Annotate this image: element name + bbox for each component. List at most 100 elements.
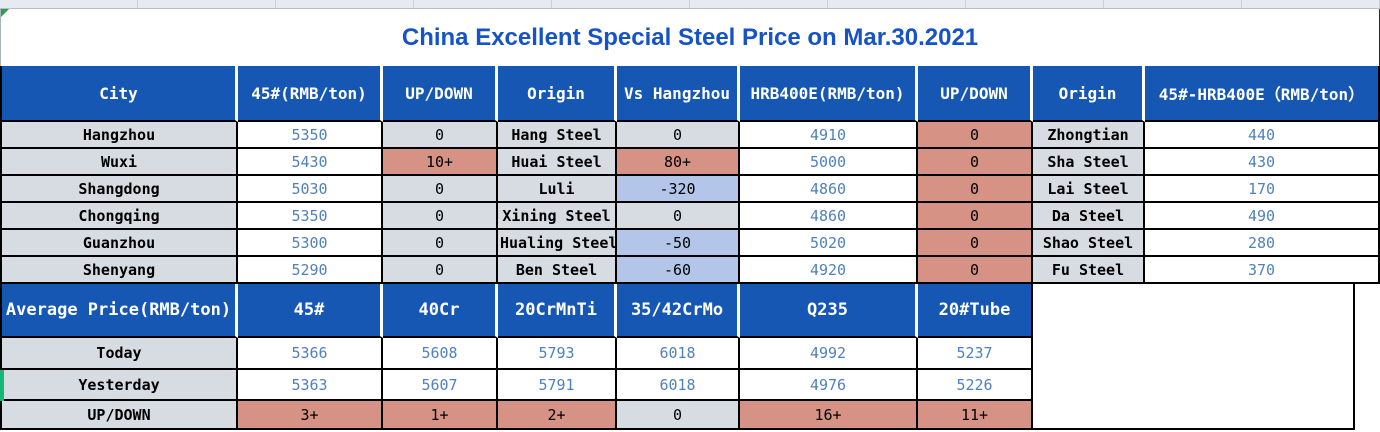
- cell-45-origin[interactable]: Hang Steel: [498, 122, 617, 149]
- cell-hrb400e-price[interactable]: 5020: [740, 230, 918, 257]
- cell-45-updown[interactable]: 10+: [383, 149, 498, 176]
- cell-hrb400e-updown[interactable]: 0: [918, 230, 1033, 257]
- cell-45-origin[interactable]: Huai Steel: [498, 149, 617, 176]
- cell-45-updown[interactable]: 0: [383, 230, 498, 257]
- cell-today-label[interactable]: Today: [0, 338, 238, 370]
- average-price-label[interactable]: Average Price(RMB/ton): [0, 284, 238, 338]
- grade-header-q235[interactable]: Q235: [740, 284, 918, 338]
- cell-yesterday-value-2[interactable]: 5791: [498, 370, 617, 401]
- cell-price-diff[interactable]: 490: [1145, 203, 1380, 230]
- cell-hrb400e-origin[interactable]: Sha Steel: [1033, 149, 1145, 176]
- gridline-strip: [0, 0, 1380, 9]
- cell-hrb400e-price[interactable]: 4860: [740, 176, 918, 203]
- cell-updown-value-2[interactable]: 2+: [498, 401, 617, 430]
- cell-45-origin[interactable]: Luli: [498, 176, 617, 203]
- cell-city[interactable]: Chongqing: [0, 203, 238, 230]
- cell-price-diff[interactable]: 440: [1145, 122, 1380, 149]
- cell-updown-value-0[interactable]: 3+: [238, 401, 383, 430]
- page-title: China Excellent Special Steel Price on M…: [401, 23, 979, 51]
- cell-today-value-0[interactable]: 5366: [238, 338, 383, 370]
- cell-45-price[interactable]: 5350: [238, 122, 383, 149]
- cell-hrb400e-price[interactable]: 4860: [740, 203, 918, 230]
- cell-45-origin[interactable]: Ben Steel: [498, 257, 617, 284]
- cell-hrb400e-updown[interactable]: 0: [918, 257, 1033, 284]
- cell-city[interactable]: Guanzhou: [0, 230, 238, 257]
- column-header-hrb400e-price[interactable]: HRB400E(RMB/ton): [740, 66, 918, 122]
- grade-header-3542crmo[interactable]: 35/42CrMo: [617, 284, 740, 338]
- cell-yesterday-label[interactable]: Yesterday: [0, 370, 238, 401]
- cell-yesterday-value-4[interactable]: 4976: [740, 370, 918, 401]
- cell-45-updown[interactable]: 0: [383, 203, 498, 230]
- cell-city[interactable]: Hangzhou: [0, 122, 238, 149]
- cell-hrb400e-updown[interactable]: 0: [918, 176, 1033, 203]
- cell-hrb400e-price[interactable]: 5000: [740, 149, 918, 176]
- cell-vs-hangzhou[interactable]: -50: [617, 230, 740, 257]
- cell-hrb400e-origin[interactable]: Lai Steel: [1033, 176, 1145, 203]
- grade-header-40cr[interactable]: 40Cr: [383, 284, 498, 338]
- cell-updown-label[interactable]: UP/DOWN: [0, 401, 238, 430]
- cell-yesterday-value-5[interactable]: 5226: [918, 370, 1033, 401]
- cell-today-value-5[interactable]: 5237: [918, 338, 1033, 370]
- cell-45-updown[interactable]: 0: [383, 257, 498, 284]
- cell-45-origin[interactable]: Hualing Steel: [498, 230, 617, 257]
- header-row: City 45#(RMB/ton) UP/DOWN Origin Vs Hang…: [0, 66, 1380, 122]
- updown-row: UP/DOWN 3+ 1+ 2+ 0 16+ 11+: [0, 401, 1380, 430]
- cell-city[interactable]: Shangdong: [0, 176, 238, 203]
- cell-vs-hangzhou[interactable]: -320: [617, 176, 740, 203]
- title-cell[interactable]: China Excellent Special Steel Price on M…: [0, 9, 1380, 66]
- price-row: Guanzhou 5300 0 Hualing Steel -50 5020 0 Shao S…: [0, 230, 1380, 257]
- cell-price-diff[interactable]: 280: [1145, 230, 1380, 257]
- cell-hrb400e-origin[interactable]: Zhongtian: [1033, 122, 1145, 149]
- cell-updown-value-4[interactable]: 16+: [740, 401, 918, 430]
- cell-today-value-1[interactable]: 5608: [383, 338, 498, 370]
- cell-price-diff[interactable]: 170: [1145, 176, 1380, 203]
- cell-today-value-3[interactable]: 6018: [617, 338, 740, 370]
- cell-45-origin[interactable]: Xining Steel: [498, 203, 617, 230]
- grade-header-45[interactable]: 45#: [238, 284, 383, 338]
- cell-price-diff[interactable]: 370: [1145, 257, 1380, 284]
- cell-yesterday-value-0[interactable]: 5363: [238, 370, 383, 401]
- cell-45-updown[interactable]: 0: [383, 176, 498, 203]
- cell-45-price[interactable]: 5030: [238, 176, 383, 203]
- cell-hrb400e-updown[interactable]: 0: [918, 122, 1033, 149]
- cell-hrb400e-updown[interactable]: 0: [918, 203, 1033, 230]
- cell-45-price[interactable]: 5430: [238, 149, 383, 176]
- cell-updown-value-5[interactable]: 11+: [918, 401, 1033, 430]
- column-header-city[interactable]: City: [0, 66, 238, 122]
- cell-hrb400e-price[interactable]: 4920: [740, 257, 918, 284]
- cell-city[interactable]: Shenyang: [0, 257, 238, 284]
- cell-hrb400e-origin[interactable]: Shao Steel: [1033, 230, 1145, 257]
- cell-hrb400e-origin[interactable]: Fu Steel: [1033, 257, 1145, 284]
- cell-yesterday-value-3[interactable]: 6018: [617, 370, 740, 401]
- cell-vs-hangzhou[interactable]: 0: [617, 203, 740, 230]
- column-header-45-origin[interactable]: Origin: [498, 66, 617, 122]
- cell-updown-value-3[interactable]: 0: [617, 401, 740, 430]
- cell-today-value-4[interactable]: 4992: [740, 338, 918, 370]
- cell-45-price[interactable]: 5350: [238, 203, 383, 230]
- cell-hrb400e-origin[interactable]: Da Steel: [1033, 203, 1145, 230]
- column-header-45-price[interactable]: 45#(RMB/ton): [238, 66, 383, 122]
- cell-45-price[interactable]: 5300: [238, 230, 383, 257]
- cell-updown-value-1[interactable]: 1+: [383, 401, 498, 430]
- column-header-vs-hangzhou[interactable]: Vs Hangzhou: [617, 66, 740, 122]
- grade-header-20tube[interactable]: 20#Tube: [918, 284, 1033, 338]
- empty-bordered-box: [1033, 284, 1355, 430]
- cell-45-price[interactable]: 5290: [238, 257, 383, 284]
- cell-hrb400e-price[interactable]: 4910: [740, 122, 918, 149]
- column-header-45-updown[interactable]: UP/DOWN: [383, 66, 498, 122]
- cell-hrb400e-updown[interactable]: 0: [918, 149, 1033, 176]
- cell-vs-hangzhou[interactable]: -60: [617, 257, 740, 284]
- column-header-hrb400e-origin[interactable]: Origin: [1033, 66, 1145, 122]
- column-header-hrb400e-updown[interactable]: UP/DOWN: [918, 66, 1033, 122]
- cell-vs-hangzhou[interactable]: 80+: [617, 149, 740, 176]
- cell-price-diff[interactable]: 430: [1145, 149, 1380, 176]
- grade-header-20crmnti[interactable]: 20CrMnTi: [498, 284, 617, 338]
- cell-vs-hangzhou[interactable]: 0: [617, 122, 740, 149]
- average-header-row: Average Price(RMB/ton) 45# 40Cr 20CrMnTi…: [0, 284, 1380, 430]
- green-selection-marker: [0, 370, 4, 401]
- cell-city[interactable]: Wuxi: [0, 149, 238, 176]
- cell-yesterday-value-1[interactable]: 5607: [383, 370, 498, 401]
- column-header-price-diff[interactable]: 45#-HRB400E（RMB/ton）: [1145, 66, 1380, 122]
- cell-45-updown[interactable]: 0: [383, 122, 498, 149]
- cell-today-value-2[interactable]: 5793: [498, 338, 617, 370]
